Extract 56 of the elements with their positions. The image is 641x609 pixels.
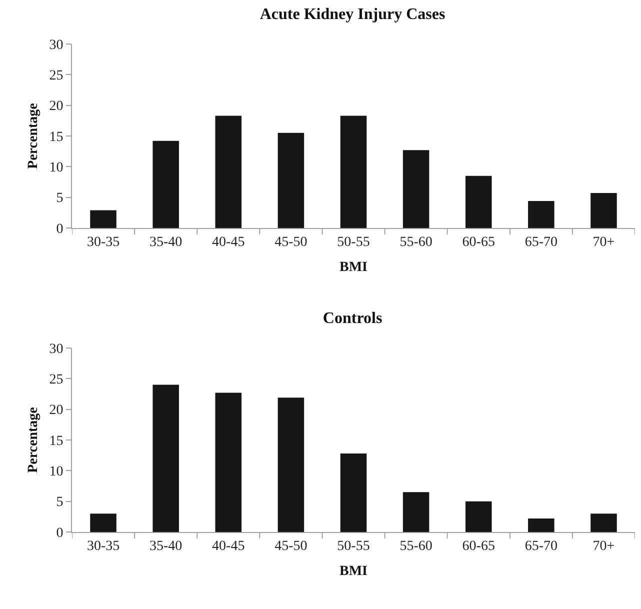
x-tick-label: 60-65 [462, 234, 495, 250]
x-tick-label: 30-35 [86, 234, 120, 250]
x-tick-label: 35-40 [149, 538, 182, 554]
x-axis-title: BMI [340, 260, 368, 276]
y-tick-label: 25 [49, 372, 64, 388]
y-tick-label: 5 [56, 191, 64, 206]
x-tick-label: 65-70 [524, 234, 558, 250]
x-tick-label: 65-70 [524, 538, 558, 554]
bar [528, 201, 554, 228]
bar [528, 518, 554, 532]
bar [278, 398, 304, 532]
y-axis-title: Percentage [26, 407, 41, 473]
bar [340, 453, 367, 532]
y-tick-label: 15 [49, 130, 64, 145]
bar [590, 193, 617, 228]
x-tick-label: 55-60 [400, 234, 432, 250]
x-tick-label: 55-60 [400, 538, 432, 554]
bar [152, 140, 179, 228]
x-tick-label: 70+ [592, 234, 615, 250]
y-tick-label: 25 [49, 68, 64, 84]
y-tick-label: 0 [56, 222, 64, 237]
x-tick-label: 30-35 [86, 538, 120, 554]
y-tick-label: 20 [49, 403, 64, 418]
bar [590, 514, 617, 532]
x-tick-label: 40-45 [212, 538, 245, 554]
x-tick-label: 70+ [592, 538, 615, 554]
x-tick-label: 45-50 [274, 234, 308, 250]
y-tick-label: 10 [49, 160, 64, 176]
bar [278, 132, 304, 228]
bar [152, 384, 179, 532]
bar [465, 501, 492, 532]
y-tick-label: 15 [49, 434, 64, 449]
y-axis-title: Percentage [26, 103, 41, 169]
bar [215, 392, 242, 532]
y-tick-label: 20 [49, 99, 64, 114]
bar [340, 116, 367, 228]
bar [465, 176, 492, 228]
x-tick-label: 50-55 [337, 538, 370, 554]
y-tick-label: 0 [56, 526, 64, 541]
y-tick-label: 5 [56, 495, 64, 510]
x-tick-label: 35-40 [149, 234, 182, 250]
bar [215, 116, 242, 228]
bar [402, 150, 430, 228]
chart-title: Acute Kidney Injury Cases [260, 6, 446, 23]
x-tick-label: 45-50 [274, 538, 308, 554]
x-tick-label: 40-45 [212, 234, 245, 250]
bar [402, 492, 430, 532]
x-axis-title: BMI [340, 564, 368, 580]
x-tick-label: 50-55 [337, 234, 370, 250]
x-tick-label: 60-65 [462, 538, 495, 554]
chart-title: Controls [322, 310, 382, 327]
y-tick-label: 10 [49, 464, 64, 480]
bar [90, 210, 116, 228]
y-tick-label: 30 [49, 38, 64, 53]
y-tick-label: 30 [49, 342, 64, 357]
bar [90, 514, 116, 532]
